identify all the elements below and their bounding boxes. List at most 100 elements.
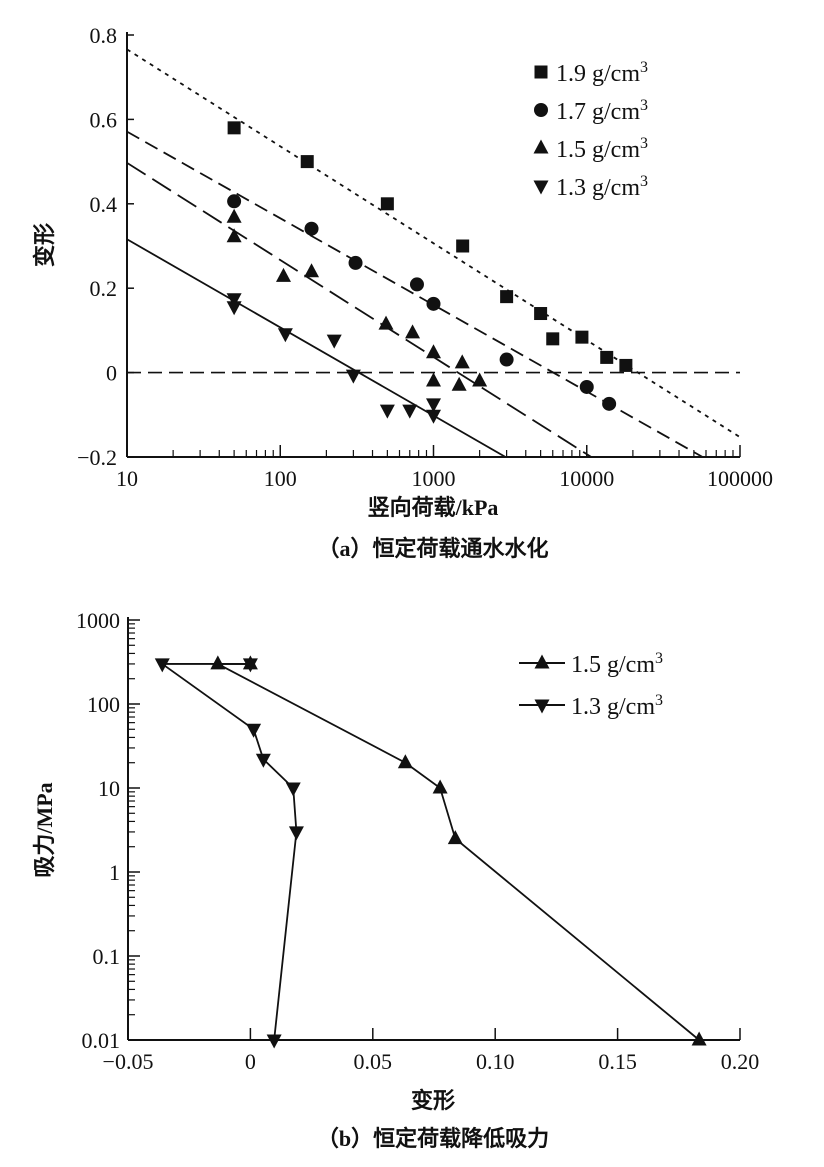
data-point bbox=[226, 208, 242, 223]
y-tick-label: 1000 bbox=[76, 608, 120, 633]
y-tick-label: 0 bbox=[106, 361, 117, 386]
x-tick-label: 100 bbox=[264, 466, 297, 491]
series-triangle-up bbox=[127, 162, 592, 457]
y-tick-label: 0.6 bbox=[90, 107, 118, 132]
legend-label: 1.7 g/cm3 bbox=[556, 97, 648, 125]
y-tick-label: 0.4 bbox=[90, 192, 118, 217]
data-point bbox=[546, 332, 560, 346]
data-point bbox=[534, 307, 548, 321]
data-point bbox=[426, 409, 441, 424]
legend-marker-square bbox=[534, 65, 548, 79]
data-point bbox=[277, 328, 293, 343]
data-point bbox=[499, 352, 514, 367]
x-tick-label: 100000 bbox=[707, 466, 773, 491]
data-point bbox=[691, 1031, 707, 1046]
data-point bbox=[242, 658, 258, 673]
data-point bbox=[426, 372, 441, 387]
fit-line bbox=[127, 238, 506, 457]
y-tick-label: 0.1 bbox=[93, 944, 121, 969]
data-point bbox=[378, 315, 394, 330]
data-point bbox=[447, 830, 463, 845]
y-tick-label: 0.2 bbox=[90, 276, 118, 301]
x-tick-label: −0.05 bbox=[103, 1049, 154, 1074]
y-tick-label: 0.01 bbox=[82, 1028, 121, 1053]
data-point bbox=[454, 354, 470, 369]
series-circle bbox=[127, 130, 704, 457]
y-tick-label: −0.2 bbox=[77, 445, 117, 470]
data-point bbox=[500, 290, 514, 304]
data-point bbox=[304, 221, 319, 236]
chart-b-caption: （b）恒定荷载降低吸力 bbox=[317, 1126, 549, 1151]
x-tick-label: 0 bbox=[245, 1049, 256, 1074]
series-triangle-down bbox=[154, 658, 304, 1049]
legend-label: 1.5 g/cm3 bbox=[556, 135, 648, 163]
data-point bbox=[226, 228, 242, 243]
chart-a-x-axis-label: 竖向荷载/kPa bbox=[368, 495, 499, 520]
chart-a-caption: （a）恒定荷载通水水化 bbox=[317, 536, 548, 561]
chart-b-suction-vs-deformation: −0.05 0 0.05 0.10 0.15 0.20 1000 100 10 1 0.1 0.01 1… bbox=[76, 608, 759, 1074]
fit-line bbox=[127, 162, 592, 457]
data-point bbox=[426, 344, 441, 359]
data-point bbox=[600, 350, 614, 364]
data-point bbox=[456, 239, 470, 253]
data-point bbox=[397, 754, 413, 769]
data-point bbox=[326, 334, 342, 349]
data-point bbox=[575, 330, 589, 344]
data-point bbox=[304, 263, 320, 278]
x-tick-label: 0.05 bbox=[354, 1049, 393, 1074]
data-point bbox=[288, 826, 304, 841]
data-point bbox=[619, 358, 633, 372]
legend-marker-triangle-up bbox=[534, 654, 550, 669]
data-point bbox=[345, 369, 361, 384]
legend-marker-circle bbox=[534, 103, 548, 117]
data-point bbox=[402, 404, 418, 419]
data-point bbox=[246, 723, 262, 738]
data-point bbox=[226, 293, 242, 308]
legend-marker-triangle-up bbox=[533, 139, 549, 154]
chart-a-deformation-vs-load: 10 100 1000 10000 100000 0.8 0.6 0.4 0.2 0 −0.2 1.9… bbox=[77, 23, 773, 491]
y-tick-label: 0.8 bbox=[90, 23, 118, 48]
data-point bbox=[226, 301, 242, 316]
data-point bbox=[405, 324, 421, 339]
legend-label: 1.3 g/cm3 bbox=[556, 173, 648, 201]
legend-label: 1.9 g/cm3 bbox=[556, 59, 648, 87]
x-tick-label: 1000 bbox=[412, 466, 456, 491]
y-tick-label: 10 bbox=[98, 776, 120, 801]
fit-line bbox=[127, 48, 741, 438]
chart-b-y-axis-label: 吸力/MPa bbox=[32, 782, 57, 877]
data-point bbox=[602, 396, 617, 411]
data-point bbox=[300, 155, 314, 169]
chart-a-y-axis-label: 变形 bbox=[32, 223, 57, 267]
x-tick-label: 0.20 bbox=[721, 1049, 760, 1074]
series-triangle-down bbox=[127, 238, 506, 457]
legend-label: 1.3 g/cm3 bbox=[571, 692, 663, 720]
data-point bbox=[426, 398, 441, 413]
chart-b-x-axis-label: 变形 bbox=[411, 1088, 455, 1113]
data-point bbox=[348, 255, 363, 270]
data-point bbox=[210, 655, 226, 670]
x-tick-label: 0.10 bbox=[476, 1049, 515, 1074]
data-point bbox=[227, 121, 241, 135]
data-point bbox=[266, 1034, 282, 1049]
data-point bbox=[579, 379, 594, 394]
data-point bbox=[275, 267, 291, 282]
series-line bbox=[159, 663, 298, 1041]
data-point bbox=[409, 277, 424, 292]
x-tick-label: 0.15 bbox=[598, 1049, 637, 1074]
series-square bbox=[127, 48, 741, 438]
data-point bbox=[472, 372, 488, 387]
y-tick-label: 1 bbox=[109, 860, 120, 885]
x-tick-label: 10 bbox=[116, 466, 138, 491]
x-tick-label: 10000 bbox=[559, 466, 614, 491]
data-point bbox=[379, 404, 395, 419]
data-point bbox=[380, 197, 394, 211]
data-point bbox=[426, 296, 441, 311]
data-point bbox=[451, 376, 467, 391]
data-point bbox=[285, 782, 301, 797]
legend-marker-triangle-down bbox=[533, 180, 549, 195]
legend-label: 1.5 g/cm3 bbox=[571, 650, 663, 678]
data-point bbox=[255, 753, 271, 768]
data-point bbox=[432, 779, 448, 794]
data-point bbox=[154, 658, 170, 673]
